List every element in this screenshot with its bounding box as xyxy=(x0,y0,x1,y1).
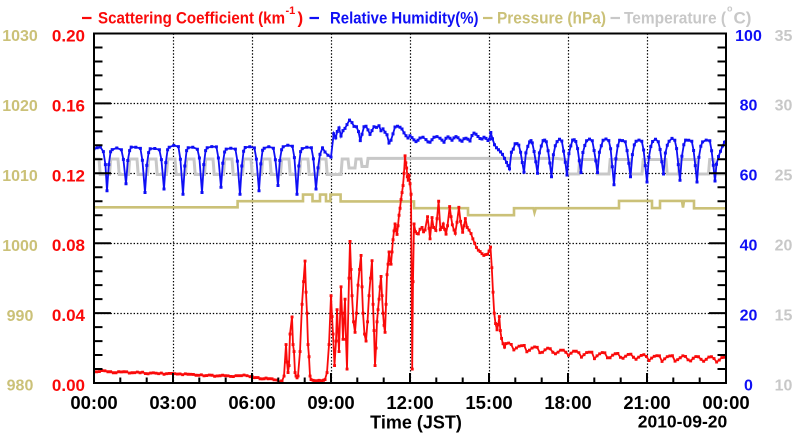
svg-text:Scattering Coefficient (km: Scattering Coefficient (km xyxy=(98,9,285,28)
svg-text:100: 100 xyxy=(735,28,762,45)
svg-text:00:00: 00:00 xyxy=(702,392,749,413)
svg-text:15:00: 15:00 xyxy=(465,392,512,413)
svg-text:00:00: 00:00 xyxy=(70,392,117,413)
svg-text:12:00: 12:00 xyxy=(386,392,433,413)
svg-text:10: 10 xyxy=(775,377,793,394)
svg-text:Time (JST): Time (JST) xyxy=(370,412,462,432)
svg-text:0.00: 0.00 xyxy=(52,376,85,395)
svg-text:0.08: 0.08 xyxy=(52,236,85,255)
svg-text:0.20: 0.20 xyxy=(52,27,85,46)
svg-text:09:00: 09:00 xyxy=(307,392,354,413)
svg-text:0.12: 0.12 xyxy=(52,166,85,185)
svg-text:80: 80 xyxy=(740,98,758,115)
svg-text:60: 60 xyxy=(740,168,758,185)
svg-text:1000: 1000 xyxy=(2,238,38,255)
svg-text:20: 20 xyxy=(775,238,793,255)
svg-text:20: 20 xyxy=(740,307,758,324)
svg-text:C): C) xyxy=(734,9,752,28)
svg-text:1020: 1020 xyxy=(2,98,38,115)
svg-text:Temperature (: Temperature ( xyxy=(624,9,726,28)
svg-text:21:00: 21:00 xyxy=(623,392,670,413)
svg-text:35: 35 xyxy=(775,28,793,45)
svg-text:o: o xyxy=(727,4,733,14)
svg-text:1030: 1030 xyxy=(2,28,38,45)
svg-text:Pressure (hPa): Pressure (hPa) xyxy=(497,9,606,28)
svg-text:0: 0 xyxy=(744,377,753,394)
svg-text:25: 25 xyxy=(775,168,793,185)
svg-text:18:00: 18:00 xyxy=(544,392,591,413)
svg-text:15: 15 xyxy=(775,307,793,324)
svg-text:980: 980 xyxy=(7,378,34,395)
svg-text:40: 40 xyxy=(740,238,758,255)
svg-text:06:00: 06:00 xyxy=(228,392,275,413)
svg-text:30: 30 xyxy=(775,98,793,115)
svg-text:1010: 1010 xyxy=(2,168,38,185)
svg-text:Relative Humidity(%): Relative Humidity(%) xyxy=(330,9,479,28)
svg-text:03:00: 03:00 xyxy=(149,392,196,413)
svg-text:): ) xyxy=(298,9,304,28)
svg-text:2010-09-20: 2010-09-20 xyxy=(638,412,728,432)
svg-text:0.16: 0.16 xyxy=(52,96,85,115)
svg-text:-1: -1 xyxy=(286,5,296,17)
svg-text:0.04: 0.04 xyxy=(52,306,86,325)
svg-text:990: 990 xyxy=(7,308,34,325)
